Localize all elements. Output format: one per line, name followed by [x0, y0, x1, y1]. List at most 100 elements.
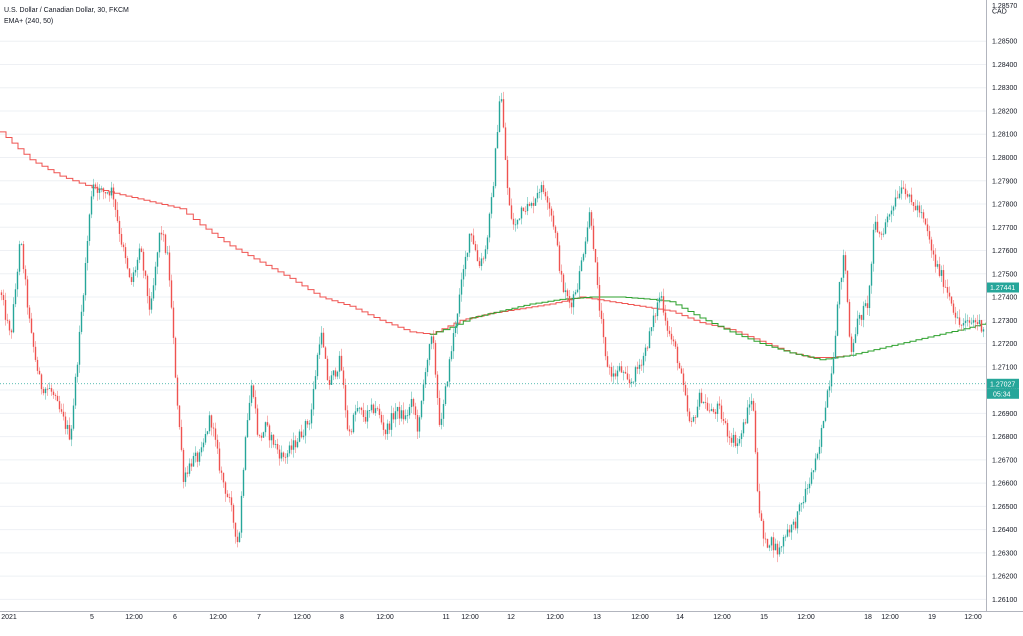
- candle: [850, 333, 853, 356]
- candle: [886, 213, 889, 228]
- candle: [400, 404, 403, 422]
- candle: [38, 367, 41, 375]
- candle: [688, 408, 691, 423]
- candle-body: [448, 359, 451, 382]
- candle: [34, 341, 37, 363]
- bottom-strip: [0, 622, 1023, 631]
- candle-body: [148, 296, 151, 310]
- candle: [408, 403, 411, 419]
- candle-body: [314, 376, 317, 389]
- candle-body: [744, 422, 747, 424]
- y-tick-label: 1.26700: [992, 457, 1017, 464]
- candle: [126, 255, 129, 270]
- candle-body: [340, 355, 343, 371]
- candle: [732, 427, 735, 448]
- candle: [662, 288, 665, 316]
- candle-body: [588, 212, 591, 228]
- candle: [920, 205, 923, 219]
- candle-body: [766, 538, 769, 548]
- price-label-bg: [987, 378, 1019, 389]
- candle-body: [576, 289, 579, 293]
- candle-body: [426, 359, 429, 373]
- candle-body: [268, 425, 271, 441]
- candle: [366, 405, 369, 429]
- candle: [658, 292, 661, 309]
- candle: [250, 379, 253, 407]
- y-axis-top-label: 1.28570: [992, 3, 1017, 10]
- candle-body: [146, 275, 149, 297]
- candle: [318, 336, 321, 359]
- candle: [894, 189, 897, 210]
- candle: [394, 403, 397, 428]
- candle: [906, 190, 909, 199]
- candle: [442, 399, 445, 427]
- candle: [308, 420, 311, 431]
- candle-body: [342, 370, 345, 386]
- candle: [812, 469, 815, 480]
- y-tick-label: 1.27600: [992, 248, 1017, 255]
- candle: [724, 417, 727, 425]
- candle: [620, 361, 623, 373]
- candle-body: [968, 320, 971, 323]
- candle: [196, 451, 199, 468]
- candle-body: [484, 249, 487, 259]
- x-tick-label: 12:00: [209, 614, 227, 621]
- candle-body: [630, 381, 633, 384]
- candle-body: [810, 472, 813, 484]
- candle-body: [802, 501, 805, 504]
- candle: [52, 389, 55, 399]
- candle: [122, 242, 125, 252]
- candle: [130, 273, 133, 285]
- candle-body: [240, 495, 243, 533]
- candle-body: [372, 404, 375, 413]
- countdown-text: 05:34: [993, 391, 1011, 398]
- candle-body: [860, 314, 863, 320]
- candle-body: [714, 411, 717, 414]
- candle-body: [194, 452, 197, 457]
- candle: [12, 297, 15, 334]
- x-tick-label: 12:00: [376, 614, 394, 621]
- candle-body: [954, 312, 957, 318]
- candle-body: [34, 346, 37, 360]
- candle: [32, 332, 35, 353]
- candle: [206, 430, 209, 436]
- candle-body: [220, 470, 223, 473]
- candle-body: [324, 347, 327, 359]
- candle: [710, 403, 713, 412]
- candle-body: [126, 258, 129, 269]
- candle: [730, 432, 733, 447]
- candle-body: [392, 413, 395, 420]
- candle-body: [242, 469, 245, 496]
- candle: [288, 441, 291, 457]
- candle: [572, 290, 575, 315]
- candle: [446, 381, 449, 388]
- candle: [866, 295, 869, 315]
- candle-body: [254, 397, 257, 409]
- candle: [746, 399, 749, 424]
- candle-body: [664, 312, 667, 321]
- candle-body: [816, 453, 819, 459]
- candle: [616, 365, 619, 385]
- candle: [556, 231, 559, 247]
- candle: [76, 362, 79, 383]
- candle-body: [868, 285, 871, 309]
- candle-body: [142, 251, 145, 271]
- candle: [630, 378, 633, 388]
- candle-body: [736, 443, 739, 447]
- candle-body: [592, 225, 595, 249]
- candle: [608, 364, 611, 375]
- candle: [756, 447, 759, 493]
- candle: [638, 358, 641, 375]
- y-tick-label: 1.26900: [992, 411, 1017, 418]
- y-tick-label: 1.28000: [992, 155, 1017, 162]
- candle: [892, 205, 895, 217]
- candle-body: [896, 197, 899, 199]
- candle-body: [748, 404, 751, 408]
- candle: [772, 532, 775, 558]
- candle-body: [520, 207, 523, 219]
- candle-body: [578, 271, 581, 290]
- candle: [968, 317, 971, 328]
- candle: [882, 228, 885, 238]
